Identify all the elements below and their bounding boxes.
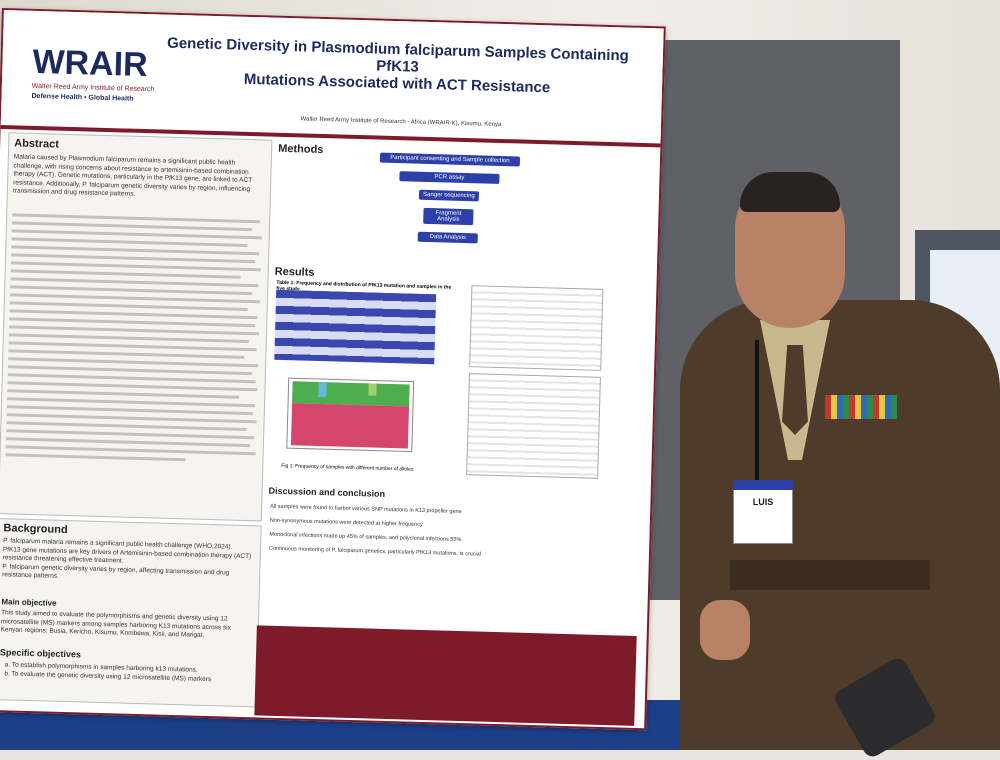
background-panel: Background P. falciparum malaria remains… — [0, 518, 262, 708]
flow-step: Fragment Analysis — [423, 207, 474, 226]
allele-chart — [286, 377, 415, 453]
flow-step: PCR assay — [399, 171, 500, 184]
objective-list: a. To establish polymorphisms in samples… — [4, 661, 249, 685]
badge-header — [733, 480, 793, 490]
section-heading: Abstract — [14, 137, 59, 151]
person-hand — [700, 600, 750, 660]
poster: WRAIR Walter Reed Army Institute of Rese… — [0, 8, 666, 731]
person-jacket — [680, 300, 1000, 750]
figure-caption: Fig 1: Frequency of samples with differe… — [281, 462, 414, 473]
bullet-list: P. falciparum malaria remains a signific… — [2, 537, 253, 586]
text-line — [5, 453, 186, 462]
bar-segment — [368, 383, 377, 396]
objective-text: This study aimed to evaluate the polymor… — [0, 609, 231, 639]
abstract-text: Malaria caused by Plasmodium falciparum … — [12, 153, 253, 198]
discussion-list: All samples were found to harbor various… — [269, 500, 630, 566]
bar-segment — [292, 381, 410, 407]
person-hair — [740, 172, 840, 212]
section-heading: Discussion and conclusion — [268, 485, 386, 499]
lanyard — [755, 340, 759, 480]
ribbons — [825, 395, 897, 419]
section-heading: Results — [274, 265, 315, 279]
section-heading: Specific objectives — [0, 647, 82, 660]
flowchart: Participant consenting and Sample collec… — [378, 152, 521, 245]
bar-segment — [290, 403, 410, 449]
logo-mark: WRAIR — [31, 42, 149, 85]
flow-step: Participant consenting and Sample collec… — [379, 152, 521, 167]
footer-band — [254, 625, 637, 726]
results-table — [274, 289, 437, 365]
abstract-panel: Abstract Malaria caused by Plasmodium fa… — [0, 132, 273, 522]
text-lines — [5, 208, 262, 468]
flow-step: Sanger sequencing — [418, 189, 480, 202]
diversity-table — [466, 373, 601, 479]
complexity-table — [469, 285, 604, 371]
section-heading: Main objective — [1, 597, 57, 608]
belt — [730, 560, 930, 590]
bar-segment — [318, 381, 327, 398]
section-heading: Background — [3, 522, 68, 537]
flow-step: Data Analysis — [417, 231, 478, 244]
badge-name: LUIS — [752, 497, 774, 507]
person-tie — [782, 345, 808, 435]
section-heading: Methods — [278, 142, 324, 157]
